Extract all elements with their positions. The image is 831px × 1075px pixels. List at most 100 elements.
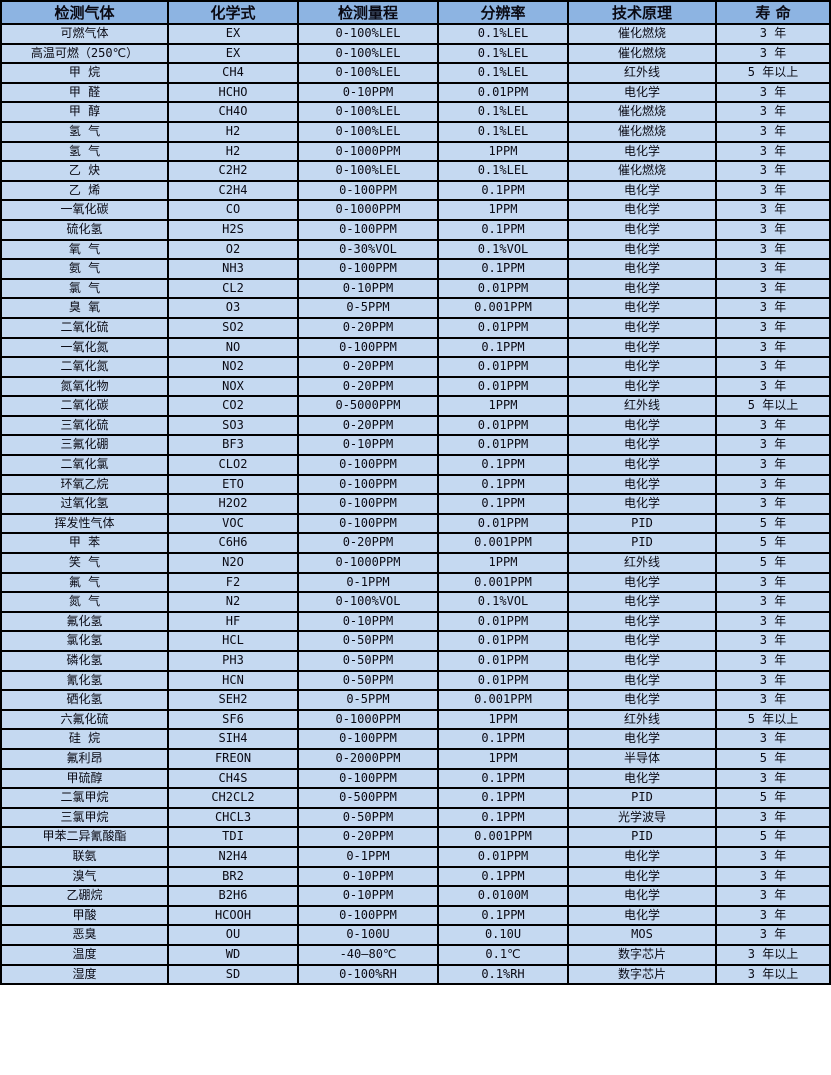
cell-lifespan: 5 年 (715, 787, 831, 809)
table-row: 甲酸 HCOOH 0-100PPM 0.1PPM 电化学 3 年 (0, 904, 831, 927)
cell-range: 0-30%VOL (297, 238, 439, 261)
cell-resolution: 0.01PPM (437, 669, 569, 692)
column-header-range: 检测量程 (297, 0, 439, 25)
cell-resolution: 0.01PPM (437, 434, 569, 457)
table-row: 硫化氢 H2S 0-100PPM 0.1PPM 电化学 3 年 (0, 218, 831, 241)
table-row: 乙硼烷 B2H6 0-10PPM 0.0100M 电化学 3 年 (0, 885, 831, 907)
table-row: 氟化氢 HF 0-10PPM 0.01PPM 电化学 3 年 (0, 610, 831, 633)
cell-range: 0-10PPM (297, 885, 439, 907)
column-header-resolution: 分辨率 (437, 0, 569, 25)
cell-formula: H2S (167, 218, 299, 241)
cell-resolution: 0.1PPM (437, 493, 569, 515)
cell-formula: CH4O (167, 101, 299, 123)
cell-range: 0-1000PPM (297, 708, 439, 731)
cell-gas-name: 温度 (0, 943, 169, 966)
table-row: 六氟化硫 SF6 0-1000PPM 1PPM 红外线 5 年以上 (0, 708, 831, 731)
cell-range: 0-5PPM (297, 297, 439, 319)
cell-formula: N2 (167, 591, 299, 613)
cell-resolution: 0.01PPM (437, 630, 569, 652)
cell-principle: 电化学 (567, 865, 717, 888)
cell-gas-name: 高温可燃（250℃） (0, 42, 169, 65)
table-row: 氨 气 NH3 0-100PPM 0.1PPM 电化学 3 年 (0, 258, 831, 280)
cell-range: 0-100PPM (297, 904, 439, 927)
cell-lifespan: 5 年 (715, 532, 831, 555)
cell-gas-name: 硅 烷 (0, 728, 169, 750)
cell-gas-name: 氮氧化物 (0, 375, 169, 398)
cell-resolution: 0.1PPM (437, 179, 569, 202)
cell-range: 0-100PPM (297, 179, 439, 202)
cell-principle: 光学波导 (567, 806, 717, 829)
cell-gas-name: 氨 气 (0, 258, 169, 280)
cell-gas-name: 氯 气 (0, 277, 169, 300)
cell-gas-name: 甲 苯 (0, 532, 169, 555)
cell-range: 0-100%VOL (297, 591, 439, 613)
cell-gas-name: 恶臭 (0, 924, 169, 946)
cell-range: 0-100PPM (297, 336, 439, 359)
cell-range: 0-100PPM (297, 728, 439, 750)
cell-resolution: 0.1PPM (437, 728, 569, 750)
table-row: 过氧化氢 H2O2 0-100PPM 0.1PPM 电化学 3 年 (0, 493, 831, 515)
cell-lifespan: 3 年 (715, 650, 831, 672)
table-row: 三氯甲烷 CHCL3 0-50PPM 0.1PPM 光学波导 3 年 (0, 806, 831, 829)
table-row: 一氧化碳 CO 0-1000PPM 1PPM 电化学 3 年 (0, 199, 831, 221)
cell-formula: CH4S (167, 767, 299, 790)
cell-gas-name: 甲 醛 (0, 81, 169, 104)
cell-principle: 红外线 (567, 62, 717, 84)
cell-range: 0-100PPM (297, 473, 439, 496)
cell-principle: 催化燃烧 (567, 120, 717, 143)
cell-resolution: 0.001PPM (437, 826, 569, 848)
cell-lifespan: 5 年 (715, 512, 831, 535)
cell-lifespan: 3 年 (715, 885, 831, 907)
gas-sensor-spec-table: 检测气体 化学式 检测量程 分辨率 技术原理 寿 命 可燃气体 EX 0-100%L… (0, 0, 831, 986)
cell-gas-name: 氢 气 (0, 120, 169, 143)
cell-gas-name: 甲苯二异氰酸酯 (0, 826, 169, 848)
cell-resolution: 0.01PPM (437, 375, 569, 398)
cell-gas-name: 三氯甲烷 (0, 806, 169, 829)
cell-resolution: 0.1PPM (437, 454, 569, 476)
cell-lifespan: 3 年以上 (715, 943, 831, 966)
column-header-gas: 检测气体 (0, 0, 169, 25)
cell-range: 0-50PPM (297, 630, 439, 652)
table-row: 氮 气 N2 0-100%VOL 0.1%VOL 电化学 3 年 (0, 591, 831, 613)
cell-formula: B2H6 (167, 885, 299, 907)
table-row: 一氧化氮 NO 0-100PPM 0.1PPM 电化学 3 年 (0, 336, 831, 359)
cell-lifespan: 3 年 (715, 591, 831, 613)
cell-lifespan: 3 年 (715, 806, 831, 829)
cell-gas-name: 一氧化碳 (0, 199, 169, 221)
table-row: 甲硫醇 CH4S 0-100PPM 0.1PPM 电化学 3 年 (0, 767, 831, 790)
cell-lifespan: 3 年 (715, 179, 831, 202)
cell-principle: 电化学 (567, 650, 717, 672)
cell-lifespan: 5 年以上 (715, 395, 831, 417)
cell-formula: WD (167, 943, 299, 966)
cell-lifespan: 3 年 (715, 81, 831, 104)
cell-range: 0-10PPM (297, 865, 439, 888)
cell-formula: CL2 (167, 277, 299, 300)
cell-lifespan: 3 年 (715, 767, 831, 790)
cell-lifespan: 3 年 (715, 689, 831, 711)
cell-range: 0-100PPM (297, 493, 439, 515)
cell-lifespan: 3 年 (715, 375, 831, 398)
cell-principle: 电化学 (567, 610, 717, 633)
cell-gas-name: 臭 氧 (0, 297, 169, 319)
cell-range: 0-50PPM (297, 650, 439, 672)
cell-principle: 半导体 (567, 747, 717, 770)
cell-gas-name: 氧 气 (0, 238, 169, 261)
cell-range: 0-100PPM (297, 218, 439, 241)
cell-resolution: 0.1%LEL (437, 120, 569, 143)
cell-resolution: 0.1℃ (437, 943, 569, 966)
cell-principle: 红外线 (567, 708, 717, 731)
cell-lifespan: 3 年 (715, 218, 831, 241)
cell-range: 0-20PPM (297, 316, 439, 339)
column-header-lifespan: 寿 命 (715, 0, 831, 25)
cell-formula: VOC (167, 512, 299, 535)
cell-principle: 电化学 (567, 297, 717, 319)
table-row: 氟利昂 FREON 0-2000PPM 1PPM 半导体 5 年 (0, 747, 831, 770)
table-row: 臭 氧 O3 0-5PPM 0.001PPM 电化学 3 年 (0, 297, 831, 319)
cell-principle: 电化学 (567, 81, 717, 104)
cell-formula: CH4 (167, 62, 299, 84)
cell-principle: 电化学 (567, 767, 717, 790)
cell-formula: SO3 (167, 414, 299, 437)
cell-principle: 电化学 (567, 336, 717, 359)
column-header-formula: 化学式 (167, 0, 299, 25)
cell-range: 0-20PPM (297, 375, 439, 398)
